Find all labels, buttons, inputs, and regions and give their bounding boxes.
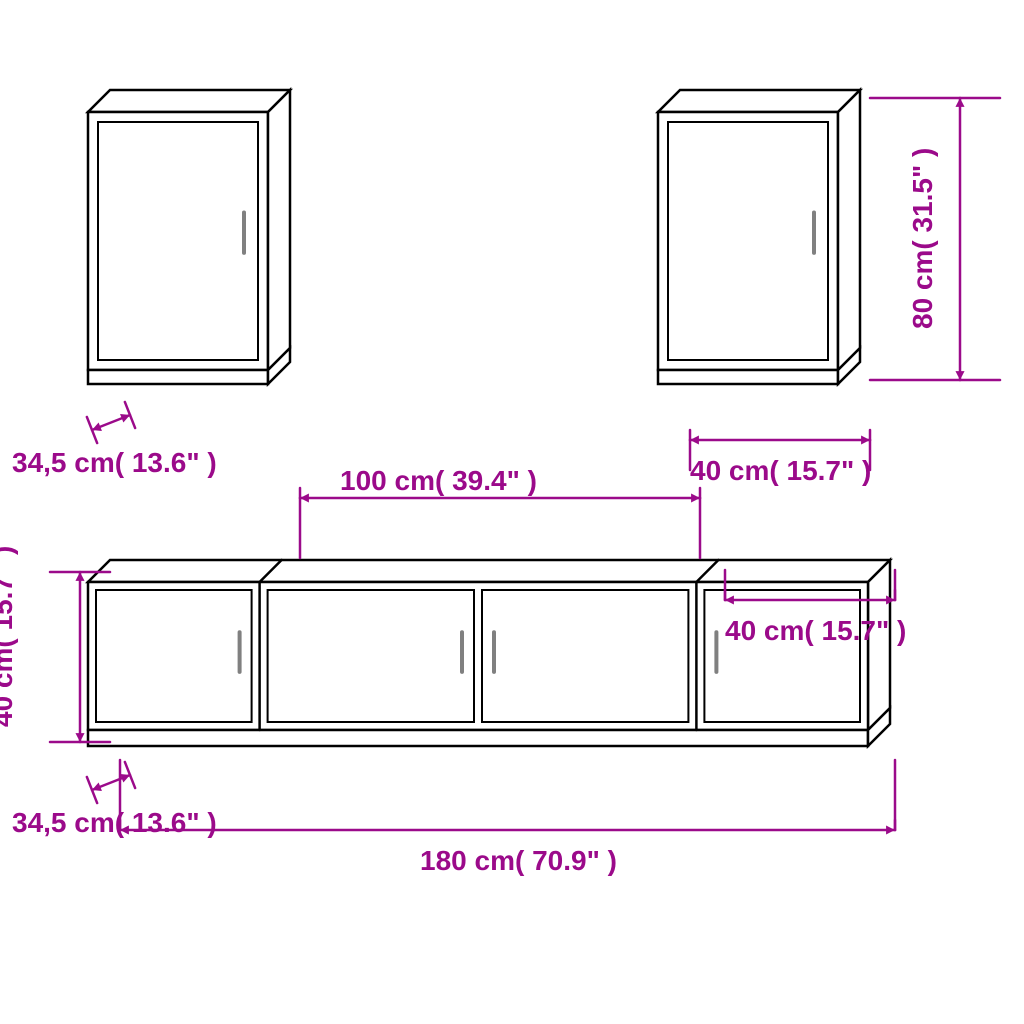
dimension-label: 34,5 cm( 13.6" ) [12, 447, 217, 478]
upper-cabinet-right [658, 90, 860, 384]
dimension-label: 34,5 cm( 13.6" ) [12, 807, 217, 838]
dimension-label: 80 cm( 31.5" ) [907, 148, 938, 329]
upper-cabinet-left [88, 90, 290, 384]
dimension-depth: 34,5 cm( 13.6" ) [12, 402, 217, 478]
dim-upper-height: 80 cm( 31.5" ) [870, 98, 1000, 380]
dimension-label: 40 cm( 15.7" ) [690, 455, 871, 486]
dimension-label: 40 cm( 15.7" ) [0, 546, 18, 727]
dim-upper-width: 40 cm( 15.7" ) [690, 430, 871, 486]
dimension-label: 180 cm( 70.9" ) [420, 845, 617, 876]
dimension-label: 40 cm( 15.7" ) [725, 615, 906, 646]
lower-tv-unit [88, 560, 890, 746]
dim-center-width: 100 cm( 39.4" ) [300, 465, 700, 558]
dimension-depth: 34,5 cm( 13.6" ) [12, 762, 217, 838]
dim-total-width: 180 cm( 70.9" ) [120, 760, 895, 876]
dimension-label: 100 cm( 39.4" ) [340, 465, 537, 496]
